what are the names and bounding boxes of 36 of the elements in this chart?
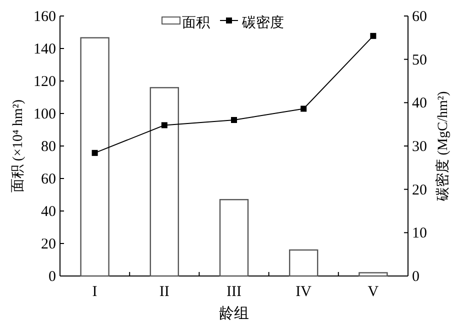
y2-tick-label: 30 <box>412 139 427 155</box>
x-axis-title: 龄组 <box>219 305 249 322</box>
y-tick-label: 120 <box>34 74 56 90</box>
y-tick-label: 160 <box>34 9 56 25</box>
y2-tick-label: 20 <box>412 182 427 198</box>
y2-tick-label: 40 <box>412 96 427 112</box>
y2-tick-label: 0 <box>412 269 420 285</box>
point <box>370 32 376 39</box>
bar <box>219 199 249 277</box>
y-tick-label: 80 <box>41 139 56 155</box>
y2-tick-label: 10 <box>412 226 427 242</box>
point <box>92 150 98 156</box>
y2-tick-label: 60 <box>412 9 427 25</box>
legend-label: 面积 <box>182 16 210 31</box>
y-tick-label: 0 <box>48 269 56 285</box>
x-tick-label: III <box>226 284 242 300</box>
y-tick-label: 140 <box>34 42 56 58</box>
x-tick-label: IV <box>296 284 312 300</box>
y2-axis-title: 碳密度 (MgC/hm²) <box>435 90 451 202</box>
bar <box>150 87 179 277</box>
legend-label: 碳密度 <box>241 15 284 31</box>
bar <box>358 272 388 277</box>
point <box>300 106 307 112</box>
y-tick-label: 40 <box>41 204 56 220</box>
x-tick-label: V <box>368 284 379 300</box>
point <box>161 122 168 128</box>
y-axis-title: 面积 (×10⁴ hm²) <box>11 99 26 193</box>
y2-tick-label: 50 <box>412 52 427 68</box>
point <box>231 117 237 123</box>
y-tick-label: 20 <box>41 236 56 252</box>
bar <box>80 37 110 277</box>
x-tick-label: I <box>92 284 98 300</box>
y-tick-label: 60 <box>41 172 56 188</box>
bar <box>289 249 318 277</box>
y-tick-label: 100 <box>34 106 56 122</box>
x-tick-label: II <box>159 284 170 300</box>
